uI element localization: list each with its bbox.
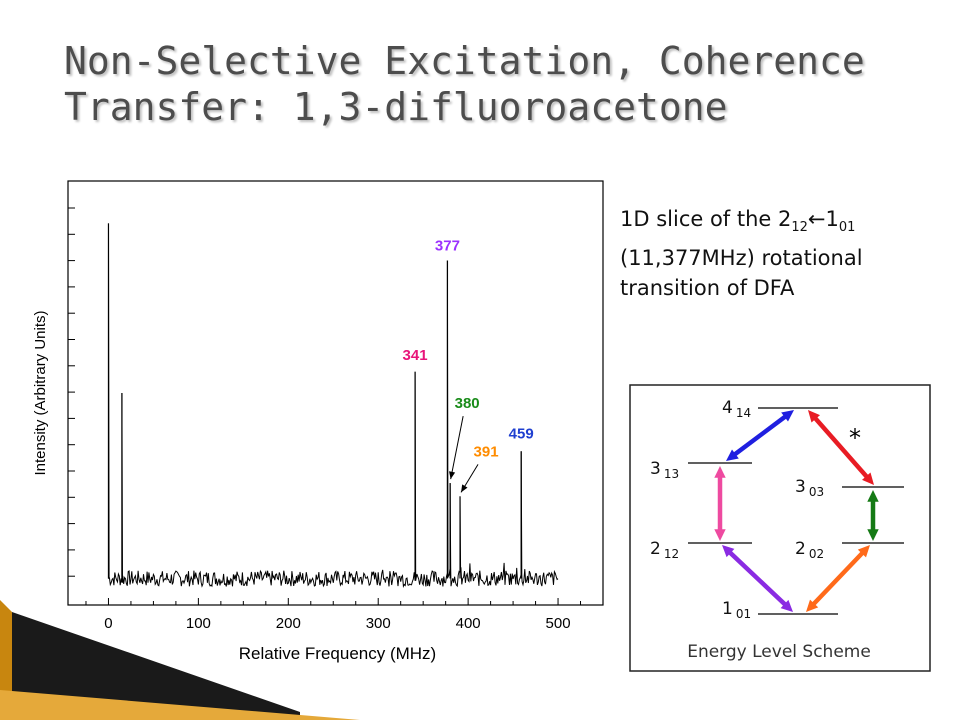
- level-label-1_01: 1 01: [722, 599, 751, 621]
- level-main-3_03: 3: [795, 477, 806, 497]
- level-main-1_01: 1: [722, 599, 733, 619]
- x-tick-label: 0: [104, 615, 112, 632]
- desc-arrow: ←1: [807, 207, 839, 231]
- pointer-head-391: [461, 484, 468, 493]
- pointer-head-380: [449, 471, 456, 480]
- arrowhead-1_01-2_12-a: [780, 599, 793, 612]
- x-axis-label: Relative Frequency (MHz): [239, 644, 436, 663]
- arrowhead-2_02-1_01-b: [806, 599, 819, 612]
- corner-shadow: [12, 612, 300, 720]
- y-axis-label: Intensity (Arbitrary Units): [32, 310, 49, 475]
- corner-bar-left: [0, 600, 12, 720]
- desc-line3: transition of DFA: [620, 276, 795, 301]
- arrowhead-4_14-3_03-a: [808, 410, 820, 423]
- spectrum-trace: [108, 223, 559, 588]
- x-tick-label: 300: [366, 615, 391, 632]
- corner-wedge: [0, 690, 360, 720]
- desc-sub1: 12: [791, 220, 808, 236]
- arrowhead-2_12-3_13-a: [714, 529, 726, 541]
- peak-label-391: 391: [474, 443, 499, 460]
- level-label-3_03: 3 03: [795, 477, 824, 499]
- level-label-2_02: 2 02: [795, 539, 824, 561]
- peak-label-380: 380: [455, 395, 480, 412]
- x-tick-label: 500: [546, 615, 571, 632]
- level-sub-4_14: 14: [736, 406, 751, 420]
- transition-1_01-2_12: [727, 549, 788, 608]
- arrowhead-1_01-2_12-b: [722, 545, 735, 558]
- x-tick-label: 400: [456, 615, 481, 632]
- arrowhead-3_03-2_02-b: [867, 529, 879, 541]
- peak-pointer-380: [450, 416, 464, 480]
- desc-sub2: 01: [838, 220, 856, 236]
- plot-frame: [67, 180, 604, 606]
- level-sub-3_03: 03: [809, 485, 824, 499]
- peak-label-459: 459: [509, 425, 534, 442]
- diagram-frame: [629, 384, 931, 672]
- level-label-4_14: 4 14: [722, 398, 751, 420]
- arrowhead-4_14-3_03-b: [862, 472, 874, 485]
- level-main-2_02: 2: [795, 539, 806, 559]
- diagram-caption: Energy Level Scheme: [687, 642, 871, 662]
- level-sub-1_01: 01: [736, 607, 751, 621]
- slide-title-line2: Transfer: 1,3-difluoroacetone: [64, 85, 728, 129]
- x-tick-label: 100: [186, 615, 211, 632]
- level-sub-2_12: 12: [664, 547, 679, 561]
- transition-4_14-3_03: [812, 415, 870, 480]
- x-tick-label: 200: [276, 615, 301, 632]
- arrowhead-3_13-4_14-a: [726, 449, 739, 461]
- slice-description: 1D slice of the 212←101 (11,377MHz) rota…: [620, 204, 940, 303]
- transition-3_13-4_14: [731, 413, 789, 458]
- desc-prefix: 1D slice of the 2: [620, 207, 792, 231]
- level-main-2_12: 2: [650, 539, 661, 559]
- arrowhead-3_13-4_14-b: [781, 410, 794, 422]
- transition-2_02-1_01: [810, 549, 866, 608]
- slide-title: Non-Selective Excitation, Coherence Tran…: [64, 38, 944, 130]
- level-main-3_13: 3: [650, 459, 661, 479]
- slide-title-line1: Non-Selective Excitation, Coherence: [64, 39, 865, 83]
- arrowhead-2_02-1_01-a: [857, 545, 870, 558]
- level-sub-3_13: 13: [664, 467, 679, 481]
- arrowhead-3_03-2_02-a: [867, 490, 879, 502]
- level-label-2_12: 2 12: [650, 539, 679, 561]
- desc-line2: (11,377MHz) rotational: [620, 246, 863, 271]
- level-main-4_14: 4: [722, 398, 733, 418]
- arrowhead-2_12-3_13-b: [714, 466, 726, 478]
- level-sub-2_02: 02: [809, 547, 824, 561]
- peak-label-341: 341: [403, 347, 428, 364]
- star-marker: *: [849, 424, 861, 452]
- level-label-3_13: 3 13: [650, 459, 679, 481]
- peak-label-377: 377: [435, 238, 460, 255]
